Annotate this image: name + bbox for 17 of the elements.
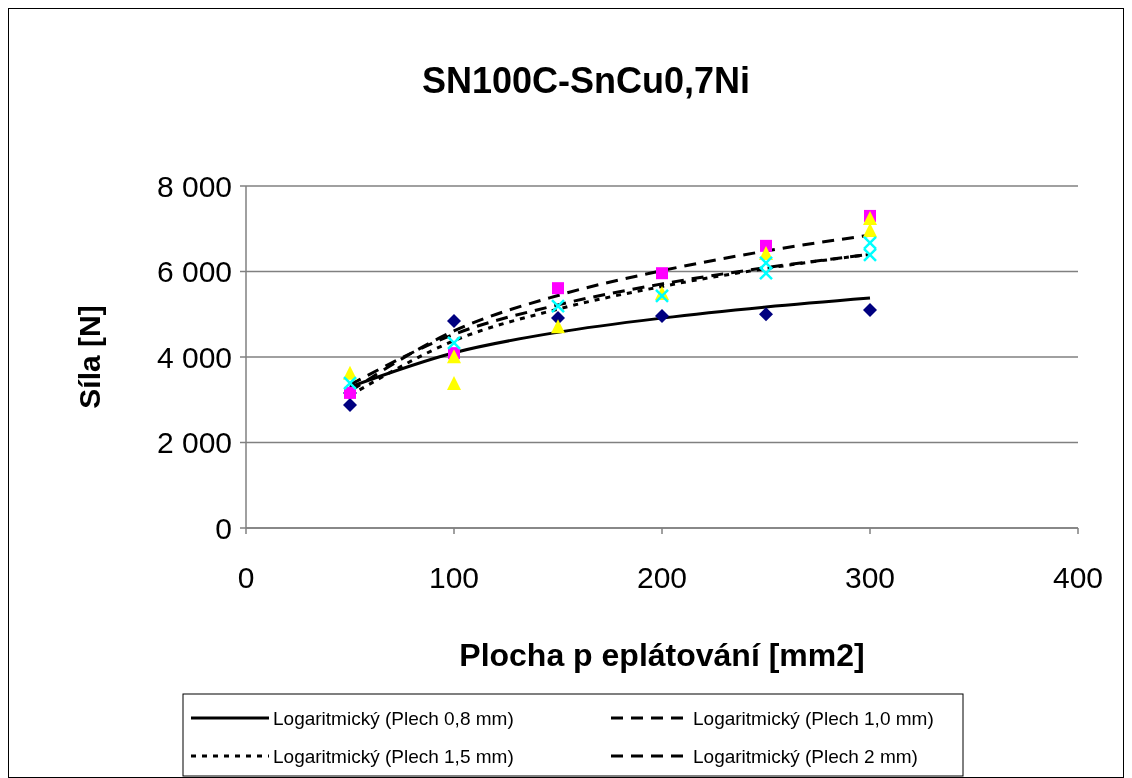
x-tick-label: 100 (428, 561, 480, 594)
x-tick-label: 0 (237, 561, 255, 594)
legend-label: Logaritmický (Plech 0,8 mm) (273, 707, 514, 729)
chart-title: SN100C-SnCu0,7Ni (421, 60, 751, 101)
legend-label: Logaritmický (Plech 1,0 mm) (693, 707, 934, 729)
y-axis-title: Síla [N] (73, 305, 106, 409)
y-tick-label: 2 000 (156, 426, 232, 459)
x-axis-title: Plocha p eplátování [mm2] (459, 637, 865, 673)
y-tick-label: 8 000 (156, 169, 232, 203)
x-tick-label: 400 (1052, 561, 1104, 594)
legend-label: Logaritmický (Plech 1,5 mm) (273, 745, 514, 767)
y-tick-label: 6 000 (156, 255, 232, 288)
y-tick-label: 4 000 (156, 340, 232, 374)
x-tick-label: 300 (844, 561, 896, 594)
legend-label: Logaritmický (Plech 2 mm) (693, 745, 918, 767)
x-tick-label: 200 (636, 561, 688, 594)
y-tick-label: 0 (215, 511, 232, 545)
